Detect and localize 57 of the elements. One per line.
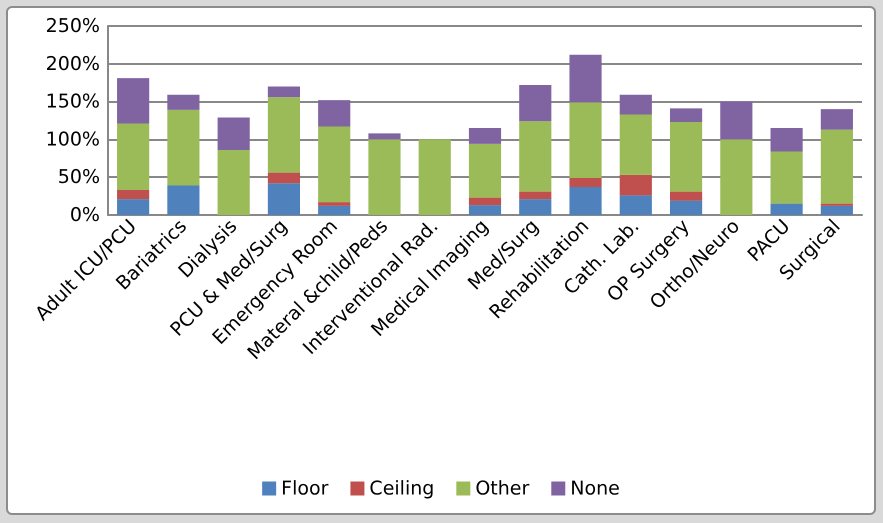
bar [820, 206, 853, 215]
bar [620, 195, 652, 215]
y-tick-label: 100% [46, 128, 100, 150]
legend-label: None [570, 478, 620, 500]
legend-label: Other [475, 478, 530, 500]
bar [468, 128, 502, 144]
bar [167, 94, 200, 110]
bar [268, 86, 300, 98]
bar [468, 144, 502, 198]
bar [318, 100, 350, 127]
bar [569, 187, 602, 215]
legend-label: Floor [281, 478, 329, 500]
bar [569, 54, 602, 102]
legend-label: Ceiling [369, 478, 434, 500]
bar [770, 128, 803, 152]
bar [519, 84, 552, 122]
bar [519, 192, 552, 200]
bar [318, 202, 350, 206]
bar [620, 114, 652, 175]
bar [268, 172, 300, 184]
y-tick-label: 200% [46, 52, 100, 75]
bar [670, 122, 702, 192]
bar [318, 126, 350, 202]
bar [167, 110, 200, 186]
bar [720, 139, 752, 215]
bar [670, 200, 702, 215]
bar [770, 204, 803, 215]
bar [820, 130, 853, 204]
bar [117, 124, 150, 190]
y-tick-label: 50% [58, 166, 100, 188]
bar [569, 102, 602, 178]
bar [468, 198, 502, 206]
bar [368, 139, 401, 215]
bar [318, 206, 350, 215]
bar [569, 178, 602, 188]
bar [820, 109, 853, 130]
bar [519, 199, 552, 215]
bar [268, 97, 300, 173]
bar [218, 117, 250, 150]
bar [620, 174, 652, 196]
bar [620, 94, 652, 114]
bar [167, 186, 200, 215]
bar [368, 133, 401, 140]
bar [117, 190, 150, 200]
bar [720, 102, 752, 140]
bar [468, 205, 502, 215]
bar [670, 192, 702, 201]
bar [418, 139, 451, 215]
bar [117, 199, 150, 215]
bar [770, 151, 803, 204]
bar [519, 121, 552, 192]
y-tick-label: 150% [46, 90, 100, 113]
bar [670, 108, 702, 122]
bar [268, 183, 300, 215]
bar [117, 78, 150, 124]
y-tick-label: 250% [46, 15, 100, 37]
bar [218, 150, 250, 215]
